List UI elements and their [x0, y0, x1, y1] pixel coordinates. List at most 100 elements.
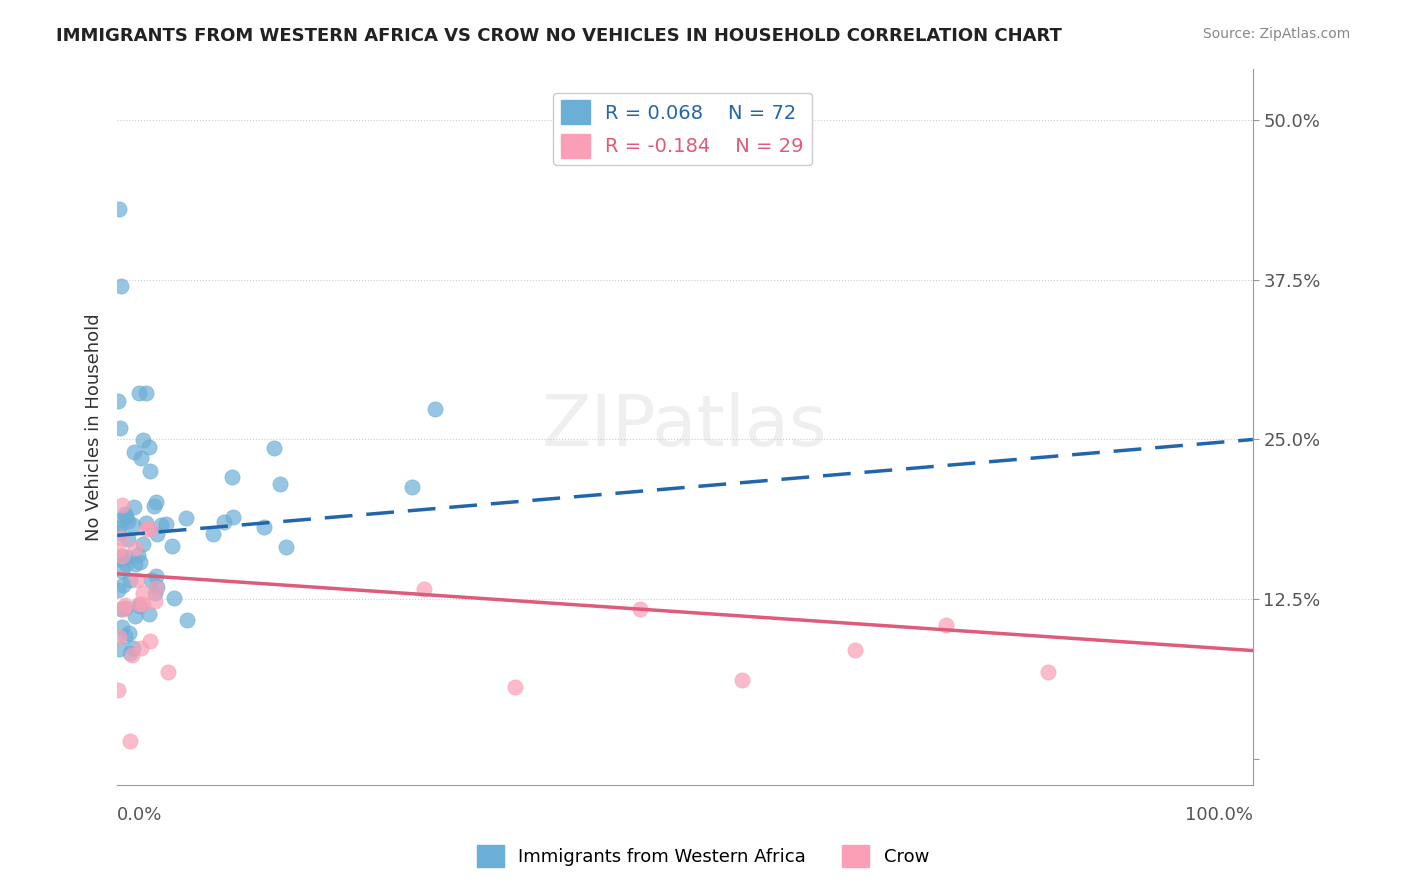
Point: [138, 523, 160, 537]
Point: [107, 552, 129, 566]
Point: [122, 500, 145, 514]
Point: [108, 521, 131, 535]
Point: [108, 525, 131, 540]
Point: [844, 643, 866, 657]
Point: [135, 516, 157, 531]
Point: [117, 514, 139, 528]
Point: [110, 279, 132, 293]
Point: [143, 499, 166, 513]
Point: [274, 540, 297, 554]
Point: [935, 618, 957, 632]
Point: [131, 537, 153, 551]
Point: [176, 613, 198, 627]
Point: [731, 673, 754, 687]
Text: IMMIGRANTS FROM WESTERN AFRICA VS CROW NO VEHICLES IN HOUSEHOLD CORRELATION CHAR: IMMIGRANTS FROM WESTERN AFRICA VS CROW N…: [56, 27, 1062, 45]
Point: [108, 641, 131, 656]
Point: [628, 602, 651, 616]
Point: [124, 558, 146, 572]
Point: [110, 549, 132, 563]
Point: [150, 518, 173, 533]
Text: 100.0%: 100.0%: [1185, 806, 1253, 824]
Point: [129, 451, 152, 466]
Point: [139, 574, 162, 588]
Point: [143, 586, 166, 600]
Point: [122, 444, 145, 458]
Point: [114, 599, 136, 613]
Point: [221, 470, 243, 484]
Point: [401, 480, 423, 494]
Point: [135, 385, 157, 400]
Point: [124, 609, 146, 624]
Point: [129, 641, 152, 656]
Point: [122, 517, 145, 532]
Point: [157, 665, 180, 680]
Point: [138, 440, 160, 454]
Point: [143, 594, 166, 608]
Point: [127, 548, 149, 562]
Point: [163, 591, 186, 605]
Point: [108, 630, 131, 644]
Point: [145, 495, 167, 509]
Text: ZIPatlas: ZIPatlas: [543, 392, 828, 461]
Point: [221, 509, 243, 524]
Point: [263, 441, 285, 455]
Point: [124, 541, 146, 556]
Point: [107, 394, 129, 409]
Point: [110, 602, 132, 616]
Point: [111, 601, 134, 615]
Point: [412, 582, 434, 597]
Point: [111, 549, 134, 563]
Point: [425, 402, 447, 417]
Point: [155, 516, 177, 531]
Point: [107, 683, 129, 698]
Point: [115, 557, 138, 571]
Point: [503, 680, 526, 694]
Legend: Immigrants from Western Africa, Crow: Immigrants from Western Africa, Crow: [470, 838, 936, 874]
Point: [128, 599, 150, 613]
Point: [120, 646, 142, 660]
Point: [114, 507, 136, 521]
Point: [128, 386, 150, 401]
Point: [127, 574, 149, 588]
Point: [117, 626, 139, 640]
Point: [111, 620, 134, 634]
Point: [111, 578, 134, 592]
Point: [128, 555, 150, 569]
Point: [110, 531, 132, 545]
Point: [114, 600, 136, 615]
Point: [202, 527, 225, 541]
Point: [121, 648, 143, 663]
Point: [107, 582, 129, 597]
Point: [118, 734, 141, 748]
Point: [145, 569, 167, 583]
Point: [111, 499, 134, 513]
Y-axis label: No Vehicles in Household: No Vehicles in Household: [86, 313, 103, 541]
Point: [108, 202, 131, 217]
Point: [269, 477, 291, 491]
Point: [145, 582, 167, 596]
Point: [146, 526, 169, 541]
Point: [111, 565, 134, 579]
Point: [115, 550, 138, 565]
Point: [1038, 665, 1060, 679]
Point: [132, 433, 155, 447]
Point: [131, 586, 153, 600]
Legend: R = 0.068    N = 72, R = -0.184    N = 29: R = 0.068 N = 72, R = -0.184 N = 29: [553, 93, 811, 165]
Point: [128, 598, 150, 612]
Point: [145, 580, 167, 594]
Point: [117, 532, 139, 546]
Point: [253, 520, 276, 534]
Point: [121, 641, 143, 656]
Point: [160, 540, 183, 554]
Point: [110, 512, 132, 526]
Point: [138, 464, 160, 478]
Point: [129, 599, 152, 613]
Point: [115, 509, 138, 524]
Point: [107, 543, 129, 558]
Text: 0.0%: 0.0%: [117, 806, 163, 824]
Point: [120, 573, 142, 587]
Point: [139, 634, 162, 648]
Point: [174, 511, 197, 525]
Point: [108, 421, 131, 435]
Point: [110, 550, 132, 565]
